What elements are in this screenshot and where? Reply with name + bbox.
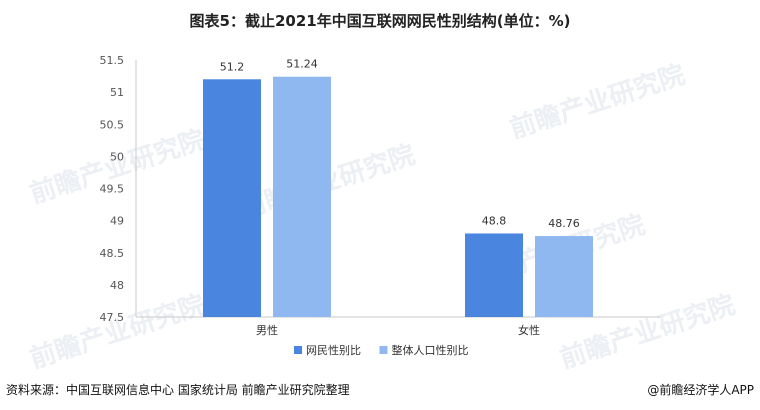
x-axis-categories: 男性 女性	[256, 323, 540, 337]
y-tick-label: 49	[110, 215, 124, 228]
y-tick-label: 49.5	[100, 183, 125, 196]
data-label: 51.24	[286, 58, 318, 71]
bar-netizen-0	[203, 79, 261, 318]
data-label: 48.8	[482, 214, 507, 227]
legend-label: 网民性别比	[306, 343, 361, 357]
y-tick-label: 51	[110, 86, 124, 99]
bars-group: 51.2 51.24 48.8 48.76	[203, 58, 593, 318]
legend-label: 整体人口性别比	[392, 343, 469, 357]
bar-population-0	[273, 76, 331, 317]
x-category-label: 男性	[256, 323, 278, 337]
y-tick-label: 48.5	[100, 247, 125, 260]
watermark-text: 前瞻产业研究院	[26, 124, 209, 210]
bar-netizen-1	[465, 233, 523, 317]
legend-swatch	[294, 346, 302, 354]
watermark-text: 前瞻产业研究院	[506, 59, 689, 145]
brand-credit: @前瞻经济学人APP	[647, 383, 754, 397]
source-note: 资料来源：中国互联网信息中心 国家统计局 前瞻产业研究院整理	[6, 383, 350, 397]
x-category-label: 女性	[518, 323, 540, 337]
legend: 网民性别比 整体人口性别比	[294, 343, 469, 357]
legend-swatch	[379, 346, 388, 354]
y-tick-label: 50	[110, 150, 124, 163]
y-tick-label: 51.5	[100, 54, 125, 67]
y-axis-ticks: 47.5 48 48.5 49 49.5 50 50.5 51 51.5	[100, 54, 125, 324]
data-label: 51.2	[220, 60, 245, 73]
y-tick-label: 48	[110, 279, 124, 292]
data-label: 48.76	[548, 217, 580, 230]
bar-chart: 前瞻产业研究院前瞻产业研究院前瞻产业研究院前瞻产业研究院前瞻产业研究院前瞻产业研…	[26, 54, 739, 375]
y-tick-label: 50.5	[100, 118, 125, 131]
y-tick-label: 47.5	[100, 311, 125, 324]
chart-title: 图表5：截止2021年中国互联网网民性别结构(单位：%)	[189, 12, 571, 30]
watermark-text: 前瞻产业研究院	[26, 289, 209, 375]
bar-population-1	[535, 236, 593, 317]
watermark-layer: 前瞻产业研究院前瞻产业研究院前瞻产业研究院前瞻产业研究院前瞻产业研究院前瞻产业研…	[26, 59, 739, 375]
